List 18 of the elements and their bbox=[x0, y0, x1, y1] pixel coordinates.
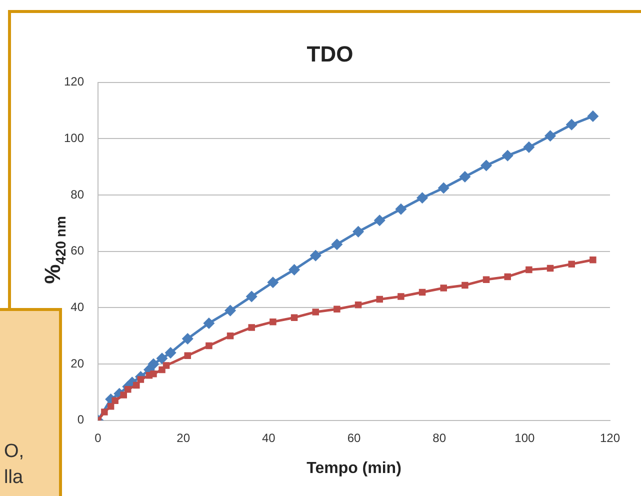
y-tick-label: 80 bbox=[70, 187, 84, 202]
y-tick-label: 60 bbox=[70, 244, 84, 258]
y-tick-label: 100 bbox=[64, 131, 84, 146]
x-tick-label: 20 bbox=[176, 430, 190, 445]
x-axis-title: Tempo (min) bbox=[306, 460, 402, 477]
y-tick-label: 20 bbox=[70, 356, 84, 370]
x-tick-label: 0 bbox=[94, 430, 102, 445]
y-tick-label: 120 bbox=[64, 74, 84, 89]
x-tick-label: 100 bbox=[514, 430, 535, 445]
y-tick-label: 0 bbox=[77, 412, 84, 427]
x-tick-label: 120 bbox=[600, 430, 620, 445]
text: lla bbox=[4, 466, 24, 490]
x-tick-label: 60 bbox=[347, 430, 362, 445]
x-tick-label: 80 bbox=[432, 430, 446, 445]
chart-title: TDO bbox=[306, 41, 354, 66]
y-tick-label: 40 bbox=[70, 300, 84, 314]
x-tick-label: 40 bbox=[262, 430, 276, 445]
text: O, bbox=[4, 440, 24, 464]
